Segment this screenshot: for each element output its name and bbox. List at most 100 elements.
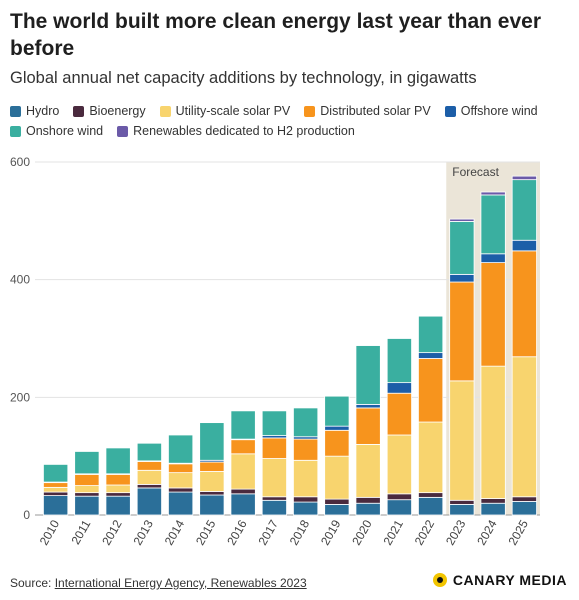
bar-segment bbox=[449, 273, 475, 283]
brand-name: CANARY MEDIA bbox=[452, 572, 567, 588]
legend-item-hydro: Hydro bbox=[10, 104, 59, 118]
bar-segment bbox=[230, 488, 256, 495]
legend-label: Distributed solar PV bbox=[320, 104, 431, 118]
bar-segment bbox=[261, 410, 287, 436]
x-tick-label: 2015 bbox=[193, 517, 219, 547]
bar-segment bbox=[386, 434, 412, 495]
bar-segment bbox=[355, 496, 381, 504]
legend-swatch bbox=[159, 105, 171, 117]
brand-logo: CANARY MEDIA bbox=[432, 572, 567, 588]
y-tick-label: 200 bbox=[10, 390, 30, 404]
bar-segment bbox=[324, 395, 350, 427]
bar-segment bbox=[355, 345, 381, 405]
bar-segment bbox=[74, 485, 100, 494]
bar-segment bbox=[386, 338, 412, 384]
bar-segment bbox=[355, 502, 381, 516]
bar-segment bbox=[480, 194, 506, 255]
source-prefix: Source: bbox=[10, 576, 55, 590]
bar-segment bbox=[324, 504, 350, 516]
bar-segment bbox=[105, 484, 131, 494]
x-tick-label: 2022 bbox=[412, 517, 438, 547]
bar-segment bbox=[230, 493, 256, 516]
bar-segment bbox=[324, 425, 350, 431]
bar-segment bbox=[386, 499, 412, 516]
bar-segment bbox=[480, 262, 506, 367]
legend-label: Renewables dedicated to H2 production bbox=[133, 124, 355, 138]
x-tick-label: 2019 bbox=[318, 517, 344, 547]
x-tick-label: 2013 bbox=[130, 517, 156, 547]
bar-segment bbox=[418, 315, 444, 354]
legend-swatch bbox=[444, 105, 456, 117]
x-tick-label: 2010 bbox=[37, 517, 63, 547]
bar-segment bbox=[230, 453, 256, 490]
bar-segment bbox=[199, 494, 225, 516]
bar-segment bbox=[199, 471, 225, 492]
bar-segment bbox=[136, 484, 162, 489]
bar-segment bbox=[43, 482, 69, 488]
x-tick-label: 2012 bbox=[99, 517, 125, 547]
x-tick-label: 2014 bbox=[162, 517, 188, 547]
bar-segment bbox=[480, 253, 506, 264]
bar-segment bbox=[261, 458, 287, 498]
bar-segment bbox=[449, 504, 475, 516]
x-tick-label: 2025 bbox=[505, 517, 531, 547]
bar-segment bbox=[480, 365, 506, 499]
bar-segment bbox=[511, 250, 537, 358]
legend-swatch bbox=[304, 105, 316, 117]
legend-item-offshore-wind: Offshore wind bbox=[444, 104, 538, 118]
bar-segment bbox=[74, 451, 100, 475]
bar-segment bbox=[43, 495, 69, 516]
bar-segment bbox=[386, 382, 412, 394]
bar-segment bbox=[418, 421, 444, 494]
bar-segment bbox=[105, 492, 131, 497]
bar-segment bbox=[199, 461, 225, 472]
bar-segment bbox=[355, 443, 381, 498]
y-tick-label: 400 bbox=[10, 273, 30, 287]
source-link[interactable]: International Energy Agency, Renewables … bbox=[54, 576, 307, 590]
x-tick-label: 2023 bbox=[443, 517, 469, 547]
bar-segment bbox=[293, 459, 319, 498]
legend-item-distributed-solar: Distributed solar PV bbox=[304, 104, 431, 118]
x-tick-label: 2017 bbox=[255, 517, 281, 547]
bar-segment bbox=[324, 498, 350, 505]
bar-segment bbox=[105, 474, 131, 486]
bar-segment bbox=[355, 407, 381, 445]
bar-segment bbox=[293, 407, 319, 438]
bar-segment bbox=[136, 469, 162, 485]
y-tick-label: 0 bbox=[23, 508, 30, 522]
bar-segment bbox=[449, 281, 475, 382]
bar-segment bbox=[136, 461, 162, 471]
bar-segment bbox=[418, 358, 444, 423]
bar-segment bbox=[418, 352, 444, 359]
legend-label: Onshore wind bbox=[26, 124, 104, 138]
bar-segment bbox=[511, 239, 537, 252]
bar-segment bbox=[293, 496, 319, 503]
bar-segment bbox=[511, 496, 537, 502]
bar-segment bbox=[261, 437, 287, 459]
legend-label: Bioenergy bbox=[89, 104, 146, 118]
x-tick-label: 2024 bbox=[474, 517, 500, 547]
bar-segment bbox=[168, 463, 194, 474]
bar-segment bbox=[355, 403, 381, 409]
bar-segment bbox=[449, 218, 475, 222]
bar-segment bbox=[230, 439, 256, 455]
legend-label: Hydro bbox=[26, 104, 60, 118]
bar-segment bbox=[199, 491, 225, 496]
legend-swatch bbox=[73, 105, 85, 117]
legend-item-onshore-wind: Onshore wind bbox=[10, 124, 103, 138]
bar-segment bbox=[168, 434, 194, 464]
chart-subtitle: Global annual net capacity additions by … bbox=[10, 69, 477, 87]
canary-logo-icon bbox=[432, 573, 447, 587]
bar-segment bbox=[168, 472, 194, 489]
legend-row: Hydro Bioenergy Utility-scale solar PV D… bbox=[10, 104, 570, 118]
forecast-label: Forecast bbox=[452, 165, 499, 179]
legend-swatch bbox=[10, 125, 21, 137]
legend-label: Offshore wind bbox=[460, 104, 538, 118]
bar-segment bbox=[136, 442, 162, 462]
bar-segment bbox=[199, 422, 225, 461]
bar-segment bbox=[136, 487, 162, 516]
bar-segment bbox=[480, 502, 506, 516]
bar-segment bbox=[480, 191, 506, 196]
bar-segment bbox=[230, 410, 256, 440]
x-tick-label: 2020 bbox=[349, 517, 375, 547]
